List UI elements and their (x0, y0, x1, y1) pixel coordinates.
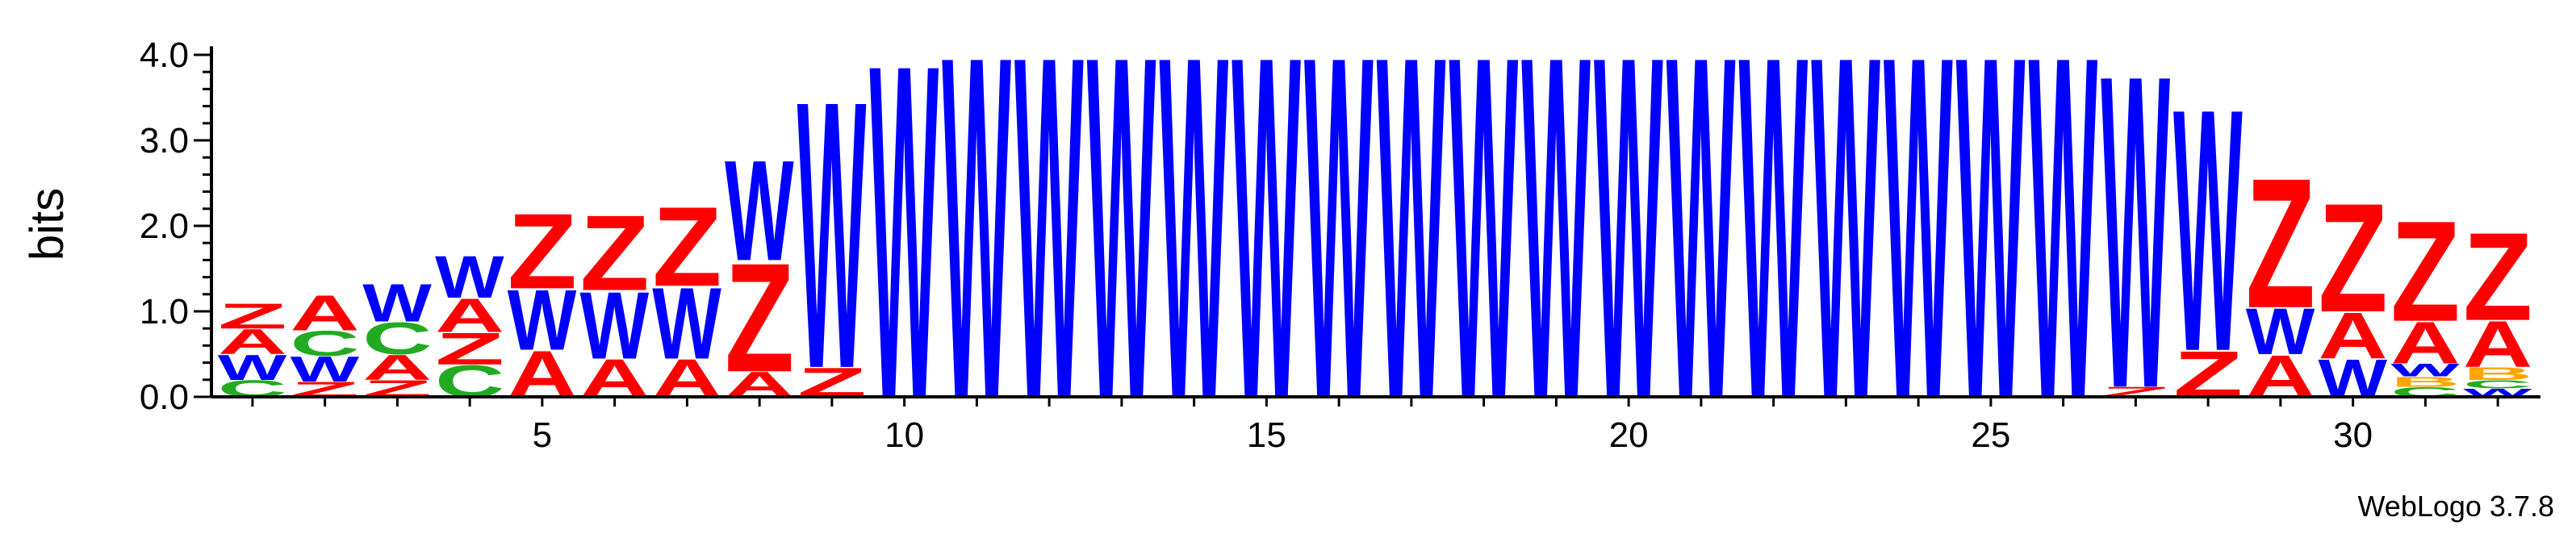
logo-letter-w: W (1377, 0, 1446, 501)
logo-letter-c: C (2463, 377, 2532, 391)
logo-letter-z: Z (725, 231, 794, 405)
logo-letter-w: W (291, 349, 360, 390)
logo-letter-w: W (1521, 0, 1591, 501)
logo-letter-a: A (2463, 308, 2532, 382)
y-tick-label: 3.0 (140, 121, 189, 161)
logo-letter-b: B (2390, 373, 2460, 390)
logo-letter-a: A (2390, 310, 2460, 377)
logo-letter-a: A (362, 348, 432, 387)
y-tick-label: 2.0 (140, 206, 189, 246)
logo-letter-z: Z (652, 183, 721, 310)
logo-letter-w: W (2173, 36, 2243, 423)
logo-letter-w: W (942, 0, 1011, 501)
logo-letter-a: A (2319, 299, 2388, 373)
logo-letter-w: W (435, 244, 505, 311)
logo-letter-w: W (362, 273, 433, 333)
logo-letter-z: Z (435, 323, 504, 374)
logo-letter-w: W (652, 268, 721, 381)
x-tick-label: 20 (1609, 415, 1649, 455)
x-tick-label: 25 (1971, 415, 2010, 455)
logo-letter-z: Z (2319, 170, 2388, 344)
logo-letter-w: W (1087, 0, 1156, 501)
x-ticks: 5 10 15 20 25 30 (251, 397, 2499, 455)
logo-letter-w: W (580, 273, 650, 379)
logo-letter-a: A (435, 289, 504, 342)
x-tick-label: 15 (1247, 415, 1286, 455)
y-axis-title: bits (21, 188, 73, 261)
logo-letter-z: Z (218, 296, 287, 336)
logo-letter-c: C (362, 313, 432, 364)
logo-letter-w: W (725, 130, 794, 290)
logo-letter-w: W (2029, 0, 2098, 501)
logo-letter-z: Z (2246, 141, 2315, 347)
x-tick-label: 10 (884, 415, 924, 455)
logo-letter-w: W (1884, 0, 1953, 501)
logo-letter-z: Z (2463, 207, 2532, 347)
logo-letter-w: W (1811, 0, 1880, 501)
logo-letter-w: W (2246, 295, 2315, 369)
logo-letter-w: W (1666, 0, 1736, 501)
logo-letter-w: W (797, 22, 867, 448)
logo-letter-w: W (508, 272, 577, 369)
logo-letter-w: W (2101, 0, 2170, 482)
logo-letter-w: W (1160, 0, 1229, 501)
y-tick-label: 1.0 (140, 292, 189, 332)
logo-letter-z: Z (580, 194, 650, 314)
logo-letter-w: W (1956, 0, 2026, 501)
logo-letter-z: Z (508, 192, 577, 312)
logo-letter-a: A (218, 323, 287, 362)
y-tick-label: 4.0 (140, 35, 189, 75)
logo-letter-w: W (2390, 360, 2461, 380)
y-tick-label: 0.0 (140, 377, 189, 417)
logo-letter-w: W (1014, 0, 1084, 501)
logo-letter-a: A (291, 286, 360, 341)
logo-letter-z: Z (2390, 191, 2460, 351)
x-tick-label: 30 (2333, 415, 2373, 455)
logo-letter-w: W (1739, 0, 1809, 501)
logo-letter-w: W (1232, 0, 1301, 501)
logo-letter-w: W (1304, 0, 1374, 501)
logo-letter-c: C (291, 324, 360, 364)
y-ticks: 0.0 1.0 2.0 3.0 4.0 (140, 35, 211, 417)
logo-letter-w: W (218, 348, 287, 388)
logo-letter-w: W (1449, 0, 1519, 501)
logo-letter-b: B (2463, 364, 2532, 384)
logo-letter-w: W (1594, 0, 1663, 501)
axes (210, 46, 2540, 398)
logo-letter-w: W (870, 0, 939, 498)
x-tick-label: 5 (533, 415, 552, 455)
weblogo-credit: WebLogo 3.7.8 (2357, 490, 2554, 523)
